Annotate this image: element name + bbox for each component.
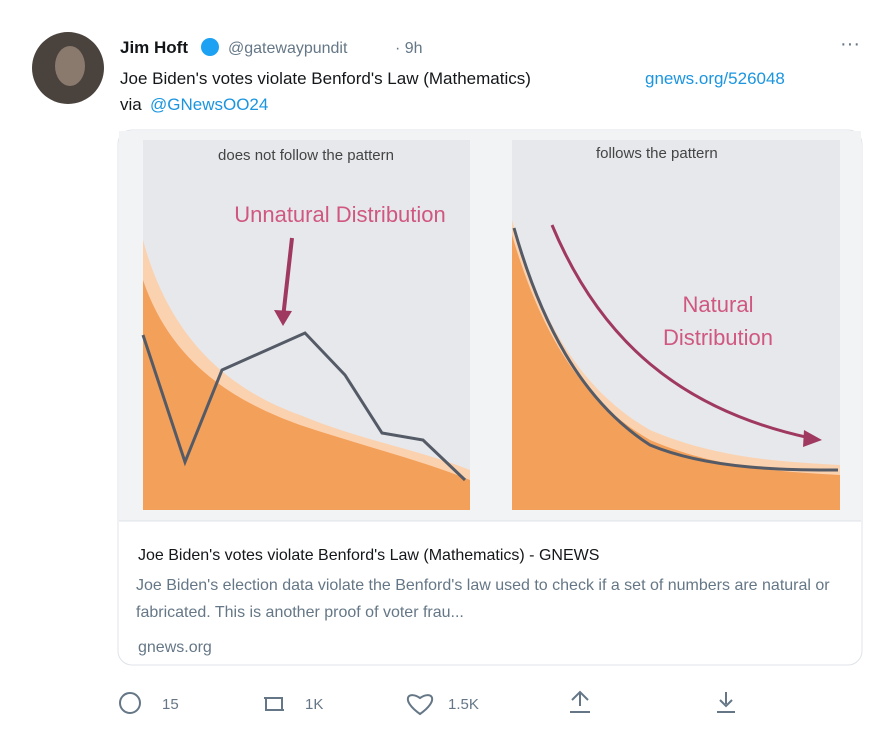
reply-icon[interactable]	[119, 692, 141, 714]
right-arrowhead	[803, 430, 822, 447]
author-handle[interactable]: @gatewaypundit	[228, 40, 348, 57]
verified-badge	[201, 38, 219, 56]
right-area	[512, 235, 840, 510]
retweet-count: 1K	[305, 696, 323, 713]
right-caption: follows the pattern	[596, 145, 718, 162]
share-icon[interactable]	[570, 690, 590, 713]
retweet-icon[interactable]	[264, 697, 284, 711]
right-line	[512, 227, 839, 472]
tweet-mention[interactable]: @GNewsOO24	[150, 95, 268, 114]
tweet-via: via	[120, 95, 142, 114]
tweet-time[interactable]: · 9h	[395, 40, 423, 57]
right-label: Natural	[683, 292, 754, 317]
analytics-icon[interactable]	[717, 692, 735, 713]
like-icon[interactable]	[407, 694, 433, 716]
left-arrow	[281, 237, 294, 319]
like-count: 1.5K	[448, 696, 479, 713]
right-label: Distribution	[663, 325, 773, 350]
left-area	[143, 280, 470, 510]
author-name[interactable]: Jim Hoft	[120, 38, 188, 57]
tweet-link[interactable]: gnews.org/526048	[645, 69, 785, 88]
left-caption: does not follow the pattern	[218, 147, 394, 164]
left-line	[141, 331, 467, 482]
card-description-box: Joe Biden's election data violate the Be…	[136, 577, 830, 621]
tweet-text: Joe Biden's votes violate Benford's Law …	[120, 69, 531, 88]
reply-count: 15	[162, 696, 179, 713]
right-arrow	[550, 224, 811, 440]
left-label: Unnatural Distribution	[234, 202, 446, 227]
card-description: Joe Biden's election data violate the Be…	[136, 577, 830, 621]
avatar-face	[55, 46, 85, 86]
more-menu[interactable]: ···	[840, 33, 860, 55]
card-title: Joe Biden's votes violate Benford's Law …	[138, 547, 599, 564]
left-arrowhead	[274, 310, 292, 326]
card-domain: gnews.org	[138, 639, 212, 656]
